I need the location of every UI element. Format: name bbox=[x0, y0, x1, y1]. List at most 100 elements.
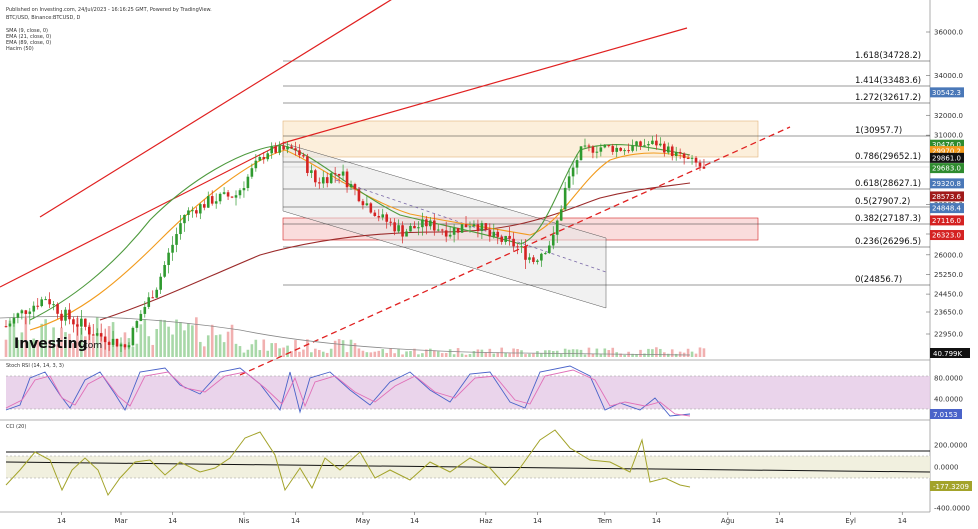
volume-bar bbox=[666, 353, 670, 357]
candle-body bbox=[421, 219, 424, 228]
price-tick-7: 25250.0 bbox=[934, 271, 963, 279]
x-label-2: 14 bbox=[168, 517, 177, 525]
volume-bar bbox=[472, 351, 476, 357]
volume-bar bbox=[583, 354, 587, 357]
volume-bar bbox=[95, 317, 99, 357]
volume-bar bbox=[353, 343, 357, 357]
volume-bar bbox=[678, 351, 682, 357]
volume-bar bbox=[135, 343, 139, 357]
price-tag-bg-2 bbox=[930, 146, 964, 157]
candle-body bbox=[663, 143, 666, 153]
price-tag-7: 24848.4 bbox=[932, 205, 961, 213]
volume-bar bbox=[425, 349, 428, 357]
candle-body bbox=[147, 297, 151, 307]
candle-body bbox=[365, 203, 369, 206]
volume-bar bbox=[60, 327, 63, 357]
candle-body bbox=[202, 204, 206, 208]
candle-body bbox=[508, 235, 511, 239]
volume-bar bbox=[520, 350, 523, 357]
candle-body bbox=[377, 215, 381, 218]
candle-body bbox=[627, 150, 630, 152]
volume-bar bbox=[532, 353, 535, 357]
candle-body bbox=[615, 147, 619, 152]
candle-body bbox=[702, 166, 706, 169]
fib-label-2: 1.272(32617.2) bbox=[855, 93, 921, 103]
candle-body bbox=[290, 146, 293, 149]
volume-bar bbox=[429, 348, 432, 357]
volume-bar bbox=[16, 339, 20, 357]
candle-body bbox=[532, 257, 535, 262]
logo-text: Investing bbox=[14, 336, 88, 352]
volume-bar bbox=[167, 326, 170, 357]
volume-bar bbox=[405, 351, 408, 357]
candle-body bbox=[595, 151, 599, 153]
volume-bar bbox=[623, 354, 626, 357]
candle-body bbox=[191, 210, 194, 212]
candle-body bbox=[563, 187, 567, 210]
candle-body bbox=[28, 311, 32, 314]
volume-bar bbox=[28, 341, 32, 357]
published-note: Published on Investing.com, 24/Jul/2023 … bbox=[6, 7, 212, 13]
candle-body bbox=[452, 227, 456, 235]
candle-body bbox=[345, 171, 349, 188]
candle-body bbox=[183, 214, 186, 224]
volume-bar bbox=[381, 349, 385, 357]
x-label-3: Nis bbox=[239, 517, 250, 525]
volume-bar bbox=[655, 347, 658, 357]
volume-bar bbox=[139, 324, 143, 357]
candle-body bbox=[559, 209, 563, 221]
volume-bar bbox=[476, 349, 480, 357]
candle-body bbox=[282, 145, 285, 150]
volume-bar bbox=[492, 353, 496, 357]
candle-body bbox=[405, 231, 408, 237]
candle-body bbox=[587, 145, 591, 147]
candle-body bbox=[401, 225, 404, 237]
candle-body bbox=[179, 223, 182, 235]
volume-bar bbox=[448, 349, 452, 357]
candle-body bbox=[302, 155, 305, 157]
volume-bar bbox=[635, 354, 638, 357]
candle-body bbox=[230, 196, 234, 198]
candle-body bbox=[84, 318, 87, 327]
volume-bar bbox=[80, 327, 83, 357]
candle-body bbox=[468, 226, 472, 228]
cci-trend-line-2 bbox=[5, 461, 931, 473]
candle-body bbox=[286, 146, 289, 150]
volume-bar bbox=[282, 347, 285, 357]
candle-body bbox=[353, 184, 357, 190]
candle-body bbox=[12, 317, 16, 324]
x-label-5: May bbox=[356, 517, 370, 525]
volume-bar bbox=[551, 350, 555, 357]
candle-body bbox=[544, 253, 547, 255]
volume-ma-line bbox=[0, 316, 691, 356]
volume-bar bbox=[64, 332, 67, 357]
volume-bar bbox=[496, 352, 500, 357]
volume-bar bbox=[456, 348, 460, 357]
fib-label-8: 0.236(26296.5) bbox=[855, 237, 921, 247]
volume-bar bbox=[480, 349, 484, 357]
candle-body bbox=[254, 160, 258, 169]
sma9-line bbox=[29, 144, 691, 321]
volume-bar bbox=[460, 353, 464, 357]
price-tick-8: 24450.0 bbox=[934, 291, 963, 299]
candle-body bbox=[575, 160, 579, 168]
volume-bar bbox=[401, 354, 404, 357]
candle-body bbox=[651, 140, 654, 145]
candle-body bbox=[520, 246, 523, 248]
candle-body bbox=[262, 157, 266, 160]
volume-bar bbox=[321, 351, 325, 357]
candle-body bbox=[270, 146, 273, 154]
price-tag-bg-5 bbox=[930, 178, 964, 189]
cci-tick-2: -400.0000 bbox=[934, 505, 970, 513]
volume-bar bbox=[361, 350, 365, 357]
volume-bar bbox=[591, 353, 595, 357]
volume-bar bbox=[349, 339, 353, 357]
candle-body bbox=[659, 143, 662, 146]
volume-bar bbox=[389, 348, 392, 357]
indicator-ema21: EMA (21, close, 0) bbox=[6, 34, 51, 40]
price-tag-2: 29970.2 bbox=[932, 148, 961, 156]
candle-body bbox=[163, 265, 166, 277]
volume-bar bbox=[540, 353, 543, 357]
